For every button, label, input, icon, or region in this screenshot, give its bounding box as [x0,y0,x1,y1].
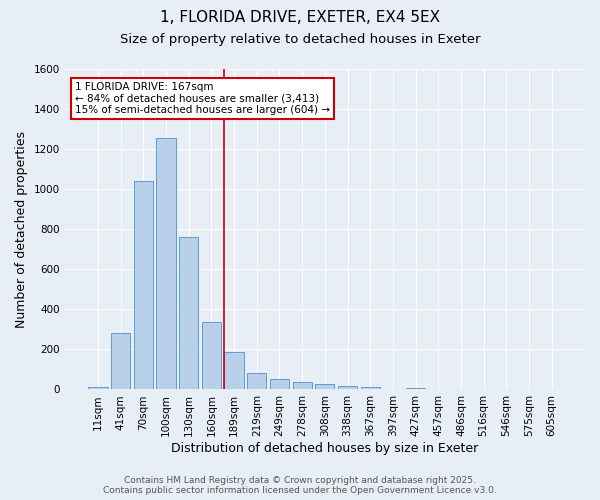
Bar [157,138,176,390]
Bar [202,322,221,390]
Bar [270,380,289,390]
Bar [361,388,380,390]
Bar [406,388,425,390]
Bar [247,374,266,390]
Bar [224,352,244,390]
Bar [315,384,334,390]
Text: Contains HM Land Registry data © Crown copyright and database right 2025.
Contai: Contains HM Land Registry data © Crown c… [103,476,497,495]
Bar [111,334,130,390]
X-axis label: Distribution of detached houses by size in Exeter: Distribution of detached houses by size … [171,442,478,455]
Bar [134,181,153,390]
Text: 1, FLORIDA DRIVE, EXETER, EX4 5EX: 1, FLORIDA DRIVE, EXETER, EX4 5EX [160,10,440,25]
Y-axis label: Number of detached properties: Number of detached properties [15,130,28,328]
Bar [338,386,357,390]
Text: Size of property relative to detached houses in Exeter: Size of property relative to detached ho… [120,32,480,46]
Bar [293,382,312,390]
Text: 1 FLORIDA DRIVE: 167sqm
← 84% of detached houses are smaller (3,413)
15% of semi: 1 FLORIDA DRIVE: 167sqm ← 84% of detache… [75,82,330,115]
Bar [179,237,199,390]
Bar [88,388,107,390]
